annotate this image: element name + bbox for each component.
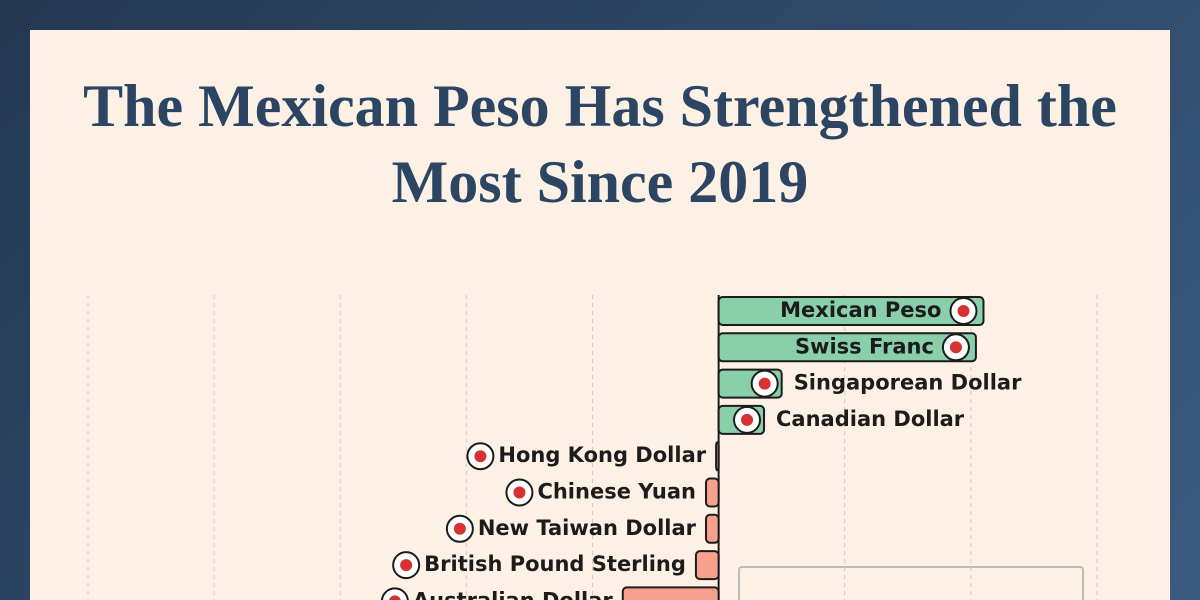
flag-icon-center <box>474 450 487 463</box>
bar-label: Chinese Yuan <box>537 480 696 504</box>
legend-box <box>738 566 1084 600</box>
bar-label: Hong Kong Dollar <box>498 443 706 467</box>
bar-label: New Taiwan Dollar <box>478 516 697 540</box>
flag-icon-center <box>758 377 771 390</box>
bar <box>717 332 977 363</box>
flag-icon-center <box>513 486 526 499</box>
flag-icon-center <box>741 413 754 426</box>
flag-icon-center <box>389 595 401 600</box>
flag-icon-center <box>453 522 466 535</box>
bar-label: Canadian Dollar <box>776 407 965 431</box>
bar <box>717 296 985 326</box>
flag-icon <box>380 587 409 600</box>
bar <box>621 586 720 600</box>
bar-label: British Pound Sterling <box>424 552 686 576</box>
flag-icon-center <box>949 341 962 354</box>
bar <box>715 441 720 472</box>
bar-label: Mexican Peso <box>780 298 941 322</box>
chart-title: The Mexican Peso Has Strengthened the Mo… <box>83 73 1117 215</box>
bar-label: Singaporean Dollar <box>794 371 1022 395</box>
flag-icon-center <box>957 305 970 317</box>
bar-label: Swiss Franc <box>795 334 934 358</box>
flag-icon-center <box>400 559 413 572</box>
bar-label: Australian Dollar <box>413 588 614 600</box>
bar <box>694 550 720 581</box>
bar <box>705 477 720 508</box>
bar <box>705 513 720 544</box>
